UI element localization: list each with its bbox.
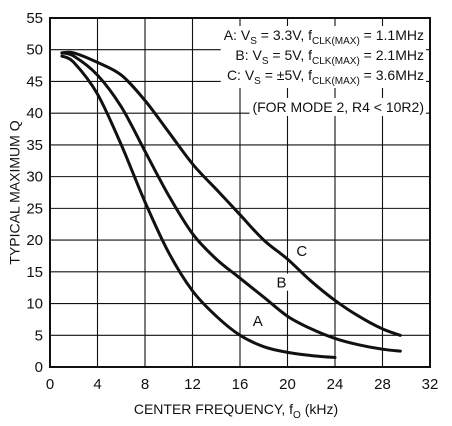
legend-text-part: B: V	[235, 47, 262, 63]
legend-background	[220, 26, 426, 88]
x-axis-label-main: CENTER FREQUENCY, f	[134, 401, 293, 417]
x-axis-label-sub: O	[293, 410, 301, 421]
y-tick-label: 45	[26, 73, 43, 90]
curve-label-bg	[274, 273, 289, 291]
x-tick-label: 24	[327, 376, 344, 393]
y-tick-label: 35	[26, 137, 43, 154]
curve-label-c: C	[296, 243, 307, 260]
x-tick-label: 32	[422, 376, 439, 393]
note-background	[249, 98, 426, 116]
y-tick-labels: 0 5 10 15 20 25 30 35 40 45 50 55	[26, 10, 43, 376]
y-tick-label: 40	[26, 105, 43, 122]
legend-entry-b: B: VS = 5V, fCLK(MAX) = 2.1MHz	[235, 47, 424, 67]
x-tick-label: 4	[93, 376, 101, 393]
y-tick-label: 15	[26, 264, 43, 281]
plot-frame	[49, 17, 431, 368]
legend-text-part: C: V	[227, 67, 255, 83]
legend-text-part: CLK(MAX)	[312, 56, 360, 67]
curve-label-bg	[250, 311, 265, 329]
legend-entry-c: C: VS = ±5V, fCLK(MAX) = 3.6MHz	[227, 67, 424, 87]
legend-text-part: = ±5V, f	[261, 67, 312, 83]
x-tick-label: 28	[374, 376, 391, 393]
curve-labels: A BC	[250, 241, 309, 330]
x-tick-label: 0	[46, 376, 54, 393]
series-line-c	[60, 50, 402, 337]
y-tick-label: 0	[35, 359, 43, 376]
y-tick-label: 20	[26, 232, 43, 249]
legend-text-part: S	[250, 36, 257, 47]
legend-text-part: = 2.1MHz	[360, 47, 424, 63]
x-tick-label: 12	[184, 376, 201, 393]
x-tick-labels: 0 4 8 12 16 20 24 28 32	[46, 376, 439, 393]
legend-text-part: S	[254, 76, 261, 87]
curves	[60, 50, 402, 359]
y-tick-label: 25	[26, 200, 43, 217]
curve-label-b: B	[277, 275, 287, 292]
y-tick-label: 5	[35, 327, 43, 344]
curve-label-a: A	[253, 313, 263, 330]
legend-text-part: = 3.3V, f	[257, 27, 312, 43]
legend-text-part: A: V	[224, 27, 251, 43]
y-tick-label: 50	[26, 42, 43, 59]
legend-text-part: = 1.1MHz	[360, 27, 424, 43]
legend-text-part: CLK(MAX)	[312, 36, 360, 47]
legend-entry-a: A: VS = 3.3V, fCLK(MAX) = 1.1MHz	[224, 27, 424, 47]
y-tick-label: 10	[26, 296, 43, 313]
x-axis-label-tail: (kHz)	[301, 401, 338, 417]
series-line-a	[60, 54, 337, 359]
legend-text-part: = 5V, f	[269, 47, 313, 63]
y-axis-label: TYPICAL MAXIMUM Q	[7, 120, 23, 264]
x-tick-label: 8	[141, 376, 149, 393]
y-tick-label: 55	[26, 10, 43, 27]
mode-note: (FOR MODE 2, R4 < 10R2)	[252, 99, 424, 115]
x-axis-label: CENTER FREQUENCY, fO (kHz)	[134, 401, 338, 421]
series-line-b	[60, 51, 402, 353]
legend-text-part: S	[262, 56, 269, 67]
y-tick-label: 30	[26, 169, 43, 186]
curve-label-bg	[294, 241, 309, 259]
x-tick-label: 16	[232, 376, 249, 393]
legend-text-part: = 3.6MHz	[360, 67, 424, 83]
legend-text-part: CLK(MAX)	[312, 76, 360, 87]
x-tick-label: 20	[279, 376, 296, 393]
